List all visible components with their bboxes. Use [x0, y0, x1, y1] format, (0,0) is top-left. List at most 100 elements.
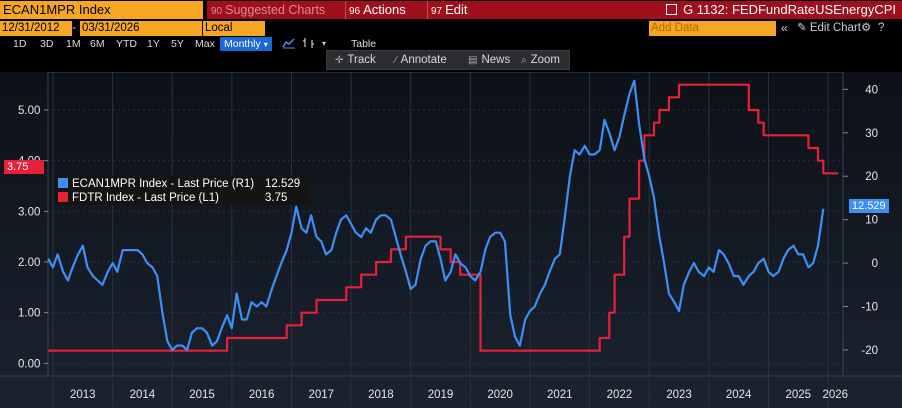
edit-chart-label: Edit Chart: [809, 22, 861, 34]
period-dropdown-icon: ▾: [263, 40, 268, 49]
external-window-icon[interactable]: [666, 4, 678, 15]
vertical-grid: [52, 72, 829, 408]
edit-chart-button[interactable]: ✎ Edit Chart: [797, 21, 861, 36]
chart-legend[interactable]: ECAN1MPR Index - Last Price (R1) 12.529 …: [55, 175, 310, 205]
x-tick-label: 2016: [249, 389, 275, 401]
add-data-input[interactable]: Add Data: [649, 21, 776, 36]
legend-swatch-fdtr: [58, 192, 68, 202]
legend-label-ecan: ECAN1MPR Index - Last Price (R1): [72, 178, 255, 190]
period-select[interactable]: Monthly ▾: [220, 37, 272, 51]
table-button[interactable]: Table: [351, 38, 377, 50]
annotate-button[interactable]: ∕ Annotate: [395, 51, 447, 69]
right-axis-ticks: -20 -10 0 10 20 30 40: [843, 84, 878, 357]
x-tick-label: 2022: [607, 389, 633, 401]
settings-gear-icon[interactable]: ⚙: [861, 22, 872, 34]
x-axis-ticks: 2013 2014 2015 2016 2017 2018 2019 2020 2021 2022…: [70, 389, 848, 401]
chart-background: [0, 72, 902, 408]
crosshair-icon: ✛: [335, 55, 344, 66]
actions-label: Actions: [363, 2, 406, 17]
timeframe-1y[interactable]: 1Y: [147, 38, 160, 50]
x-tick-label: 2024: [726, 389, 752, 401]
timeframe-6m[interactable]: 6M: [90, 38, 105, 50]
news-icon: ▤: [468, 55, 478, 66]
x-tick-label: 2018: [368, 389, 394, 401]
chart-toolbar: ✛ Track ∕ Annotate ▤ News ⌕ Zoom: [326, 50, 570, 70]
zoom-icon: ⌕: [521, 55, 527, 66]
currency-select[interactable]: Local CCY▾: [203, 21, 265, 49]
left-tick-label: 5.00: [18, 105, 40, 117]
x-tick-label: 2017: [308, 389, 334, 401]
end-date-field[interactable]: 03/31/2026: [80, 21, 202, 36]
suggested-charts-button[interactable]: 90 Suggested Charts: [211, 1, 325, 19]
date-separator: -: [72, 22, 76, 34]
left-tick-label: 0.00: [18, 358, 40, 370]
timeframe-1m[interactable]: 1M: [66, 38, 81, 50]
edit-label: Edit: [445, 2, 468, 17]
right-tick-label: 40: [865, 84, 878, 96]
actions-button[interactable]: 96 Actions: [345, 1, 406, 19]
right-tick-label: 30: [865, 128, 878, 140]
edit-button[interactable]: 97 Edit: [427, 1, 468, 19]
legend-swatch-ecan: [58, 178, 68, 188]
title-bar: ECAN1MPR Index 90 Suggested Charts 96 Acti…: [0, 0, 902, 20]
track-label: Track: [347, 54, 376, 66]
x-tick-label: 2019: [428, 389, 454, 401]
annotate-label: Annotate: [400, 54, 447, 66]
timeframe-5y[interactable]: 5Y: [171, 38, 184, 50]
right-tick-label: 10: [865, 215, 878, 227]
date-bar: 12/31/2012 - 03/31/2026 Local CCY▾ Add D…: [0, 21, 902, 49]
x-tick-label: 2020: [487, 389, 513, 401]
chart-id-text: G 1132: FEDFundRateUSEnergyCPI: [683, 2, 896, 17]
x-tick-label: 2025: [785, 389, 811, 401]
x-tick-label: 2023: [666, 389, 692, 401]
suggested-label: Suggested Charts: [225, 3, 326, 17]
ecan-series-line: [47, 79, 825, 351]
annotate-pen-icon: ∕: [395, 55, 397, 66]
timeframe-1d[interactable]: 1D: [13, 38, 27, 50]
legend-row-fdtr: FDTR Index - Last Price (L1) 3.75: [58, 191, 310, 205]
legend-label-fdtr: FDTR Index - Last Price (L1): [72, 192, 219, 204]
command-bar: [207, 1, 902, 19]
track-button[interactable]: ✛ Track: [335, 51, 376, 69]
collapse-icon[interactable]: «: [781, 21, 788, 35]
line-chart-icon[interactable]: [282, 37, 296, 51]
x-tick-label: 2015: [189, 389, 215, 401]
ecan-last-value-badge: 12.529: [849, 199, 889, 213]
bar-style-icon[interactable]: [302, 37, 316, 51]
news-button[interactable]: ▤ News: [468, 51, 510, 69]
ticker-field[interactable]: ECAN1MPR Index: [0, 1, 203, 19]
x-tick-label: 2021: [547, 389, 573, 401]
start-date-field[interactable]: 12/31/2012: [0, 21, 72, 36]
edit-number: 97: [431, 6, 443, 17]
actions-number: 96: [349, 6, 361, 17]
bar-style-glyph: [303, 38, 314, 48]
timeframe-3d[interactable]: 3D: [40, 38, 54, 50]
right-tick-label: 20: [865, 171, 878, 183]
chart-type-dropdown-icon[interactable]: ▾: [322, 39, 327, 48]
pencil-icon: ✎: [797, 22, 807, 34]
timeframe-ytd[interactable]: YTD: [116, 38, 137, 50]
timeframe-max[interactable]: Max: [195, 38, 215, 50]
right-tick-label: -20: [861, 345, 878, 357]
right-tick-label: 0: [872, 258, 878, 270]
chart-id-title[interactable]: G 1132: FEDFundRateUSEnergyCPI: [666, 1, 896, 19]
fdtr-last-value-badge: 3.75: [4, 160, 44, 174]
legend-value-fdtr: 3.75: [265, 192, 288, 204]
left-tick-label: 1.00: [18, 308, 40, 320]
price-chart[interactable]: 0.001.002.003.004.005.00 -20-10010203040…: [0, 72, 902, 408]
legend-row-ecan: ECAN1MPR Index - Last Price (R1) 12.529: [58, 177, 310, 191]
period-label: Monthly: [224, 38, 261, 50]
legend-value-ecan: 12.529: [265, 178, 301, 190]
left-tick-label: 2.00: [18, 257, 40, 269]
line-chart-glyph: [282, 38, 295, 49]
zoom-button[interactable]: ⌕ Zoom: [521, 51, 560, 69]
timeframe-bar: 1D 3D 1M 6M YTD 1Y 5Y Max Monthly ▾ ▾ Tab…: [0, 37, 902, 51]
help-icon[interactable]: ?: [878, 22, 885, 34]
x-tick-label: 2013: [70, 389, 96, 401]
x-tick-label: 2014: [130, 389, 156, 401]
right-tick-label: -10: [861, 302, 878, 314]
left-tick-label: 3.00: [18, 206, 40, 218]
news-label: News: [481, 54, 511, 66]
x-tick-label: 2026: [822, 389, 848, 401]
suggested-number: 90: [211, 6, 223, 17]
